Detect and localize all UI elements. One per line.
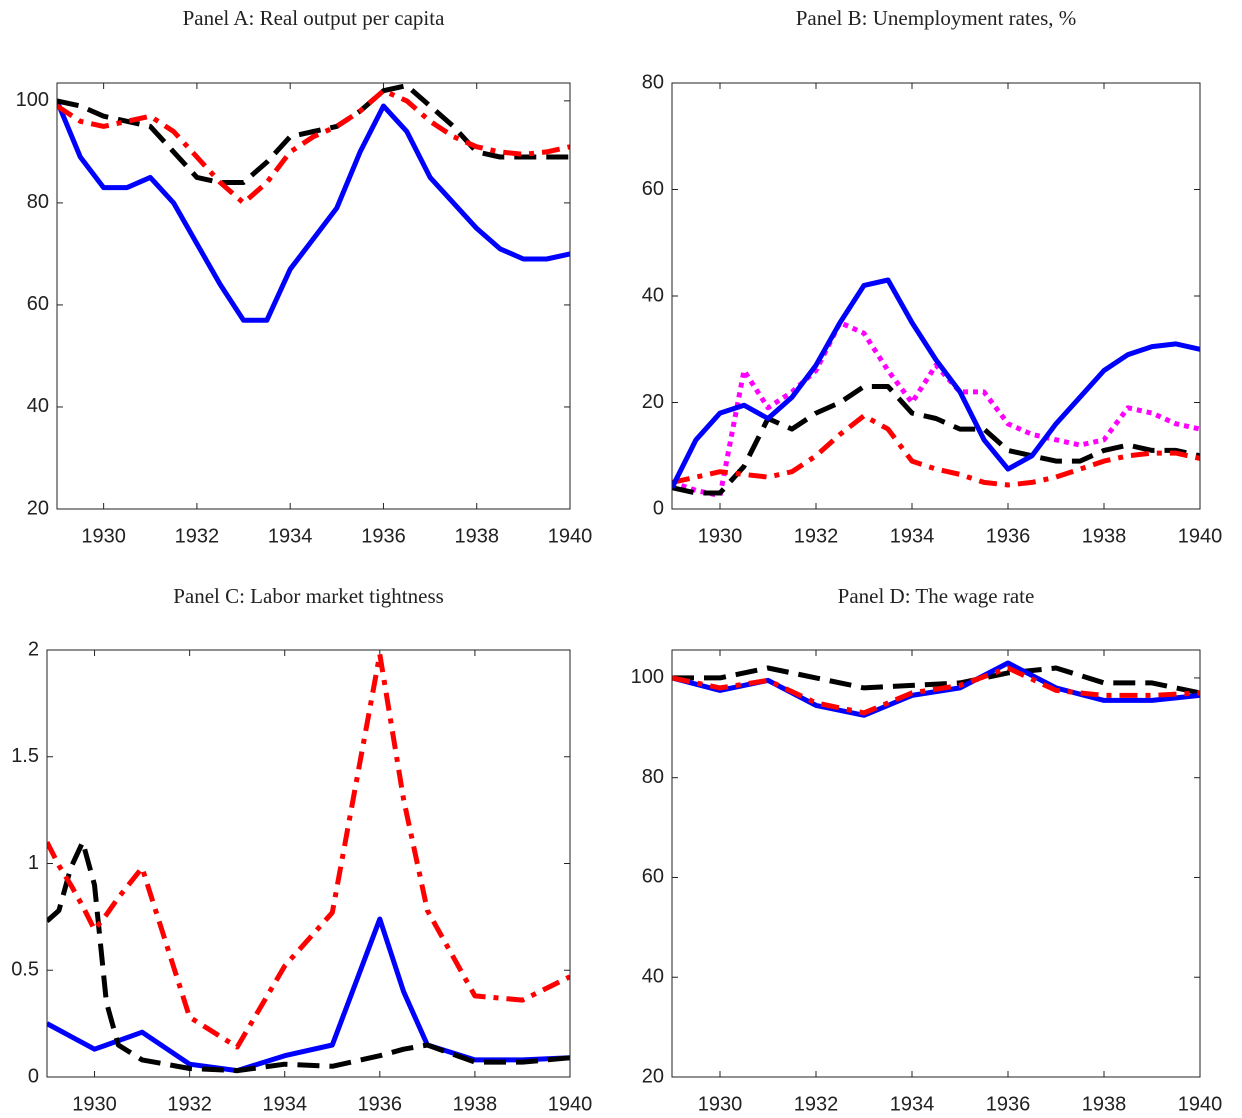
x-tick-label: 1932	[794, 525, 839, 547]
x-tick-label: 1940	[548, 525, 593, 547]
series-line	[672, 665, 1200, 716]
plot-frame	[671, 649, 1201, 1078]
series-line	[57, 83, 570, 185]
plot-frame	[56, 82, 571, 510]
panel-title: Panel C: Labor market tightness	[173, 584, 444, 608]
y-tick-label: 2	[28, 638, 39, 660]
x-tick-label: 1938	[453, 1093, 498, 1115]
y-tick-label: 60	[27, 293, 49, 315]
plot-frame	[46, 649, 571, 1078]
y-tick-label: 1.5	[11, 745, 39, 767]
x-tick-label: 1936	[986, 525, 1031, 547]
x-tick-label: 1932	[167, 1093, 212, 1115]
y-tick-label: 0	[28, 1065, 39, 1087]
x-tick-label: 1936	[986, 1093, 1031, 1115]
series-line	[672, 665, 1200, 696]
series-line	[47, 839, 570, 1074]
x-tick-label: 1938	[454, 525, 499, 547]
x-tick-label: 1940	[1178, 525, 1223, 547]
x-tick-label: 1930	[72, 1093, 117, 1115]
y-tick-label: 100	[631, 666, 664, 688]
y-tick-label: 40	[642, 284, 664, 306]
panel-title: Panel A: Real output per capita	[183, 6, 446, 30]
y-tick-label: 40	[27, 395, 49, 417]
x-tick-label: 1938	[1082, 1093, 1127, 1115]
y-tick-label: 60	[642, 866, 664, 888]
y-tick-label: 20	[27, 497, 49, 519]
series-line	[57, 99, 570, 323]
y-tick-label: 0	[653, 497, 664, 519]
y-tick-label: 20	[642, 1065, 664, 1087]
x-tick-label: 1940	[1178, 1093, 1223, 1115]
panel-title: Panel B: Unemployment rates, %	[796, 6, 1077, 30]
x-tick-label: 1934	[262, 1093, 307, 1115]
y-tick-label: 1	[28, 852, 39, 874]
x-tick-label: 1934	[268, 525, 313, 547]
x-tick-label: 1932	[175, 525, 220, 547]
series-line	[47, 651, 570, 1050]
x-tick-label: 1930	[81, 525, 126, 547]
y-tick-label: 80	[642, 766, 664, 788]
x-tick-label: 1934	[890, 1093, 935, 1115]
x-tick-label: 1932	[794, 1093, 839, 1115]
x-tick-label: 1940	[548, 1093, 593, 1115]
series-line	[57, 88, 570, 206]
x-tick-label: 1934	[890, 525, 935, 547]
y-tick-label: 20	[642, 391, 664, 413]
y-tick-label: 40	[642, 966, 664, 988]
x-tick-label: 1936	[358, 1093, 403, 1115]
series-line	[672, 384, 1200, 496]
y-tick-label: 80	[27, 191, 49, 213]
series-line	[672, 413, 1200, 488]
y-tick-label: 80	[642, 71, 664, 93]
series-line	[672, 320, 1200, 499]
panel-title: Panel D: The wage rate	[838, 584, 1035, 608]
plot-frame	[671, 82, 1201, 510]
y-tick-label: 60	[642, 178, 664, 200]
y-tick-label: 100	[16, 89, 49, 111]
series-line	[672, 277, 1200, 489]
x-tick-label: 1936	[361, 525, 406, 547]
x-tick-label: 1938	[1082, 525, 1127, 547]
x-tick-label: 1930	[698, 1093, 743, 1115]
x-tick-label: 1930	[698, 525, 743, 547]
y-tick-label: 0.5	[11, 959, 39, 981]
